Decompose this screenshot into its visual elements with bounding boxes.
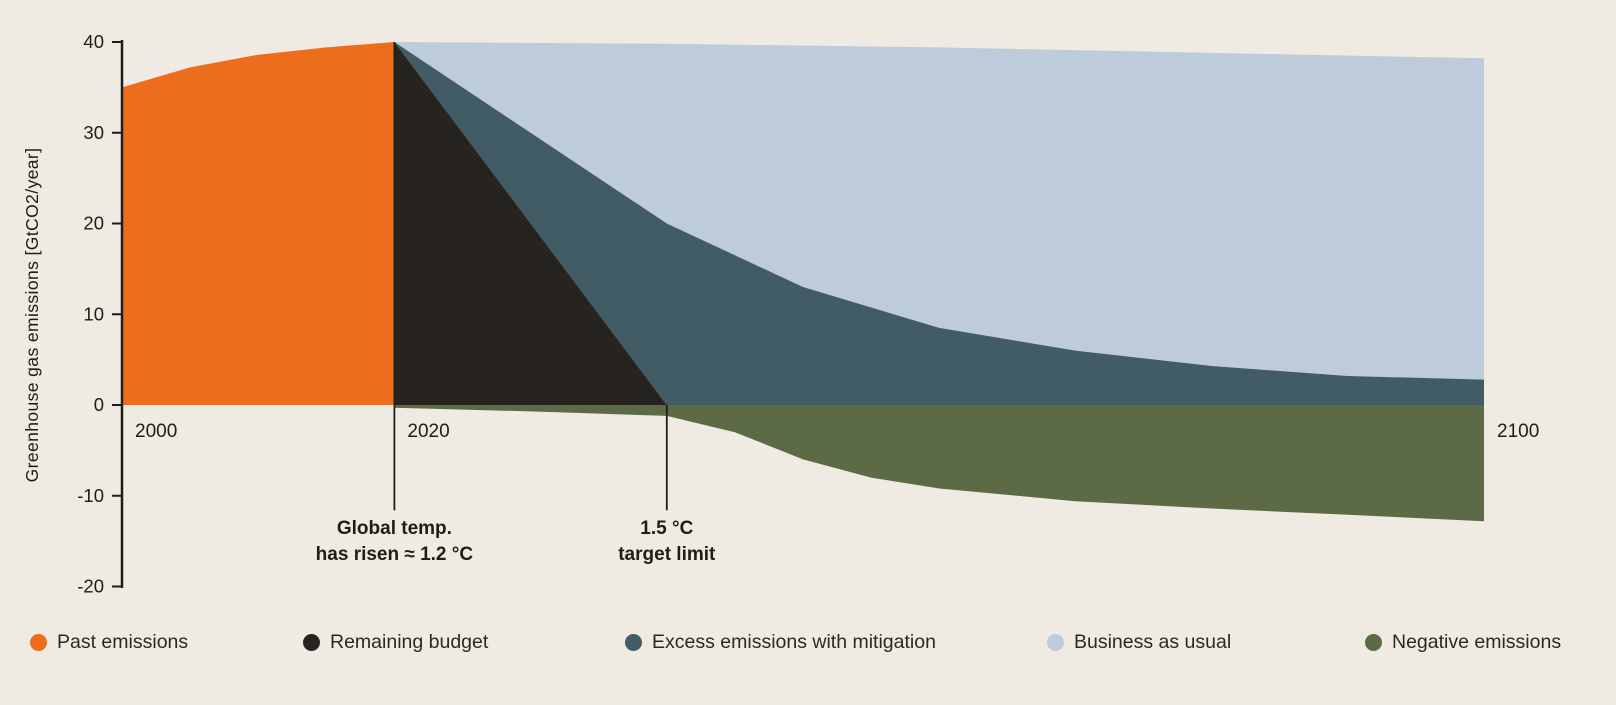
legend-label: Excess emissions with mitigation xyxy=(652,630,936,653)
y-tick-label: 40 xyxy=(83,31,104,52)
y-tick-label: 0 xyxy=(94,394,104,415)
legend-item-1: Remaining budget xyxy=(303,628,488,656)
x-axis-ticks: 2000 2020 2100 xyxy=(135,421,1539,442)
x-tick-label-2100: 2100 xyxy=(1497,421,1539,442)
annotation-text-1-0: 1.5 °C xyxy=(640,518,693,539)
legend-label: Past emissions xyxy=(57,630,189,653)
area-past-emissions xyxy=(122,42,395,405)
legend-item-0: Past emissions xyxy=(30,628,188,656)
annotation-text-0-0: Global temp. xyxy=(337,518,452,539)
legend-dot-icon xyxy=(1365,633,1382,651)
legend-item-4: Negative emissions xyxy=(1365,628,1561,656)
annotation-text-1-1: target limit xyxy=(618,544,716,565)
y-tick-label: -10 xyxy=(77,485,104,506)
y-tick-label: 20 xyxy=(83,213,104,234)
area-remaining-budget xyxy=(394,42,667,405)
legend-item-3: Business as usual xyxy=(1047,628,1231,656)
x-tick-label-2020: 2020 xyxy=(407,421,449,442)
annotation-texts: Global temp. has risen ≈ 1.2 °C 1.5 °C targ… xyxy=(316,518,716,565)
area-excess-emissions-with-mitigation xyxy=(394,42,1484,405)
area-business-as-usual xyxy=(394,42,1484,380)
legend-label: Remaining budget xyxy=(330,630,489,653)
area-negative-emissions xyxy=(394,405,1484,522)
legend-item-2: Excess emissions with mitigation xyxy=(625,628,936,656)
legend-dot-icon xyxy=(1047,633,1064,651)
y-tick-label: 10 xyxy=(83,303,104,324)
legend-dot-icon xyxy=(303,633,320,651)
y-axis-title: Greenhouse gas emissions [GtCO2/year] xyxy=(22,148,42,483)
legend-dot-icon xyxy=(625,633,642,651)
y-tick-label: 30 xyxy=(83,122,104,143)
annotation-lines xyxy=(393,42,668,511)
chart-areas xyxy=(122,42,1484,522)
annotation-text-0-1: has risen ≈ 1.2 °C xyxy=(316,544,474,565)
legend-dot-icon xyxy=(30,633,47,651)
legend-label: Negative emissions xyxy=(1392,630,1562,653)
y-tick-label: -20 xyxy=(77,576,104,597)
x-tick-label-2000: 2000 xyxy=(135,421,177,442)
legend-label: Business as usual xyxy=(1074,630,1232,653)
y-axis-ticks: 40 30 20 10 0 -10 -20 xyxy=(77,31,122,597)
